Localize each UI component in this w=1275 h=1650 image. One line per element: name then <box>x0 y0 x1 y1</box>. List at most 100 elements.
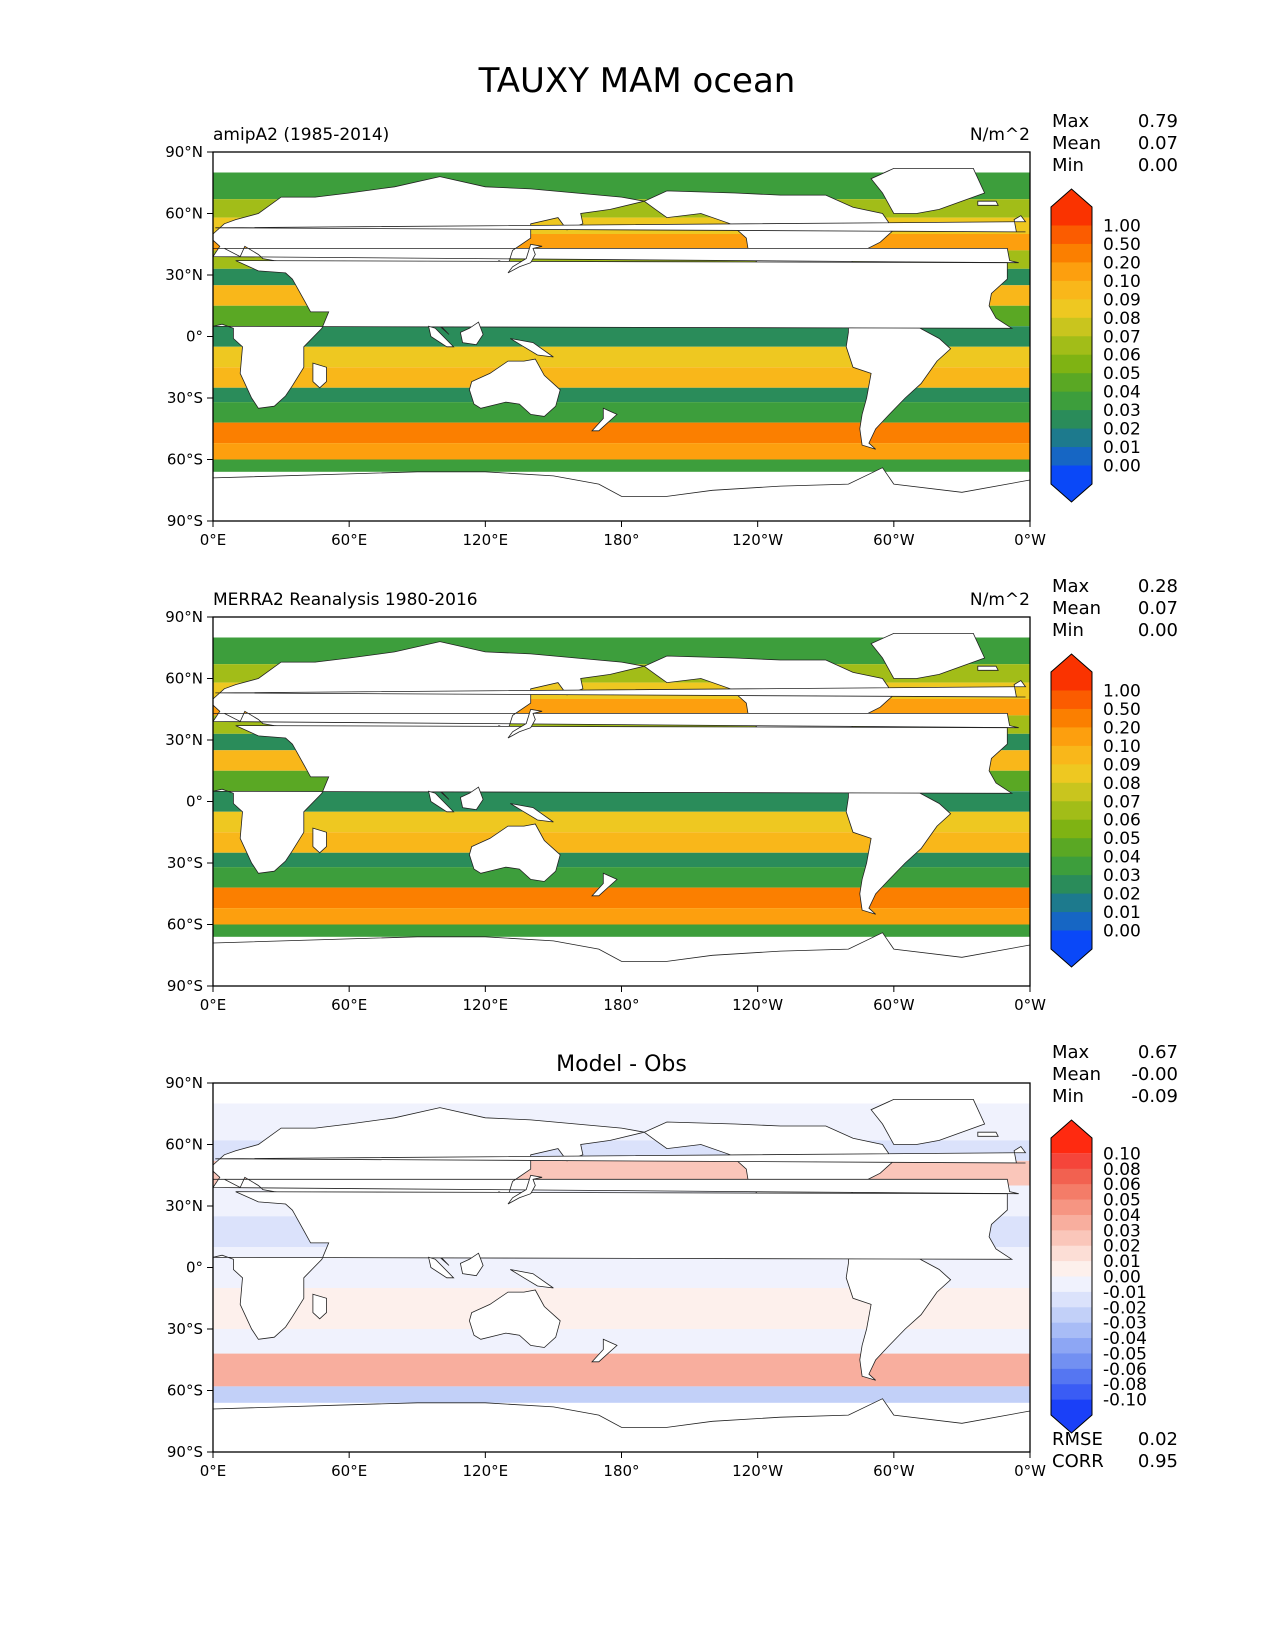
stat-label: Mean <box>1052 133 1101 154</box>
land-new-zealand <box>591 872 618 897</box>
land-madagascar <box>312 827 327 854</box>
land-uk <box>215 215 1027 233</box>
colorbar-swatch <box>1051 912 1092 932</box>
x-tick-label: 60°W <box>873 1462 915 1480</box>
colorbar-label: 0.02 <box>1103 885 1141 905</box>
field-band <box>213 811 1030 833</box>
stat-label: Min <box>1052 620 1084 641</box>
stat-label: Max <box>1052 576 1090 597</box>
field-band <box>213 832 1030 853</box>
x-tick-label: 0°E <box>200 996 227 1014</box>
field-band <box>213 346 1030 368</box>
colorbar-label: -0.04 <box>1103 1329 1147 1349</box>
colorbar-swatch <box>1051 856 1092 876</box>
stat-value: 0.00 <box>1138 155 1178 176</box>
y-tick-label: 0° <box>186 793 203 811</box>
field-band <box>213 387 1030 403</box>
land-madagascar <box>312 362 327 389</box>
colorbar-top-arrow <box>1051 189 1092 226</box>
colorbar-swatch <box>1051 727 1092 747</box>
stat-label: Max <box>1052 1042 1090 1063</box>
y-tick-label: 0° <box>186 1259 203 1277</box>
colorbar-swatch <box>1051 764 1092 784</box>
colorbar-swatch <box>1051 225 1092 245</box>
land-japan <box>507 708 543 739</box>
y-tick-label: 60°N <box>165 205 203 223</box>
colorbar-label: -0.06 <box>1103 1360 1147 1380</box>
colorbar-label: 0.01 <box>1103 1252 1141 1272</box>
colorbar-top-arrow <box>1051 654 1092 691</box>
colorbar: 1.000.500.200.100.090.080.070.060.050.04… <box>1050 188 1141 503</box>
land-new-zealand <box>591 407 618 432</box>
y-tick-label: 30°N <box>165 266 203 284</box>
colorbar-swatch <box>1051 1168 1092 1185</box>
colorbar-label: 0.03 <box>1103 1221 1141 1241</box>
colorbar-swatch <box>1051 336 1092 356</box>
y-tick-label: 60°S <box>167 1382 203 1400</box>
land-australia <box>468 1289 561 1348</box>
land-sumatra <box>428 325 455 348</box>
y-tick-label: 60°S <box>167 916 203 934</box>
x-tick-label: 180° <box>603 996 639 1014</box>
land-japan <box>507 243 543 274</box>
y-tick-label: 90°N <box>165 608 203 626</box>
colorbar-label: 0.06 <box>1103 811 1141 831</box>
colorbar-label: 0.10 <box>1103 272 1141 292</box>
land-greenland <box>870 168 986 214</box>
land-sumatra <box>428 1256 455 1279</box>
colorbar-label: 0.50 <box>1103 700 1141 720</box>
colorbar-swatch <box>1051 745 1092 765</box>
land-iceland <box>977 1131 999 1137</box>
colorbar-swatch <box>1051 428 1092 448</box>
y-tick-label: 30°N <box>165 731 203 749</box>
colorbar-label: -0.03 <box>1103 1314 1147 1334</box>
field-band <box>213 367 1030 388</box>
colorbar-label: 0.04 <box>1103 848 1141 868</box>
x-tick-label: 180° <box>603 1462 639 1480</box>
colorbar-swatch <box>1051 1230 1092 1247</box>
colorbar-label: -0.10 <box>1103 1391 1147 1411</box>
field-bands <box>213 168 1030 521</box>
colorbar-swatch <box>1051 354 1092 374</box>
colorbar-swatch <box>1051 1322 1092 1339</box>
colorbar-label: 0.08 <box>1103 774 1141 794</box>
colorbar-label: 0.06 <box>1103 346 1141 366</box>
colorbar-label: 0.10 <box>1103 737 1141 757</box>
x-tick-label: 60°E <box>331 996 367 1014</box>
colorbar-label: 0.50 <box>1103 235 1141 255</box>
colorbar-label: 0.04 <box>1103 383 1141 403</box>
field-bands <box>213 1099 1030 1452</box>
colorbar-label: 0.07 <box>1103 327 1141 347</box>
stat-label: Min <box>1052 155 1084 176</box>
colorbar-swatch <box>1051 1184 1092 1201</box>
field-band <box>213 422 1030 444</box>
field-band <box>213 1353 1030 1387</box>
x-tick-label: 120°W <box>732 1462 783 1480</box>
colorbar-swatch <box>1051 1338 1092 1354</box>
colorbar-label: -0.01 <box>1103 1283 1147 1303</box>
colorbar-label: 0.03 <box>1103 866 1141 886</box>
colorbar-label: 0.05 <box>1103 829 1141 849</box>
map-panel-2: 0°E 60°E 120°E 180° 120°W 60°W 0°W 90°N 60°N 30°N… <box>165 576 1178 1014</box>
x-tick-label: 120°E <box>463 1462 509 1480</box>
y-tick-label: 30°S <box>167 389 203 407</box>
y-tick-label: 90°S <box>167 1443 203 1461</box>
stat-label: Min <box>1052 1086 1084 1107</box>
land-uk <box>215 1145 1027 1164</box>
stat-value: 0.67 <box>1138 1042 1178 1063</box>
y-tick-label: 90°N <box>165 143 203 161</box>
colorbar-top-arrow <box>1051 1120 1092 1154</box>
colorbar-swatch <box>1051 1368 1092 1385</box>
stat-value: 0.07 <box>1138 133 1178 154</box>
colorbar-swatch <box>1051 1384 1092 1401</box>
colorbar-label: 0.00 <box>1103 922 1141 942</box>
field-band <box>213 443 1030 460</box>
colorbar-bottom-arrow <box>1051 930 1092 967</box>
colorbar-swatch <box>1051 838 1092 858</box>
y-tick-label: 60°S <box>167 451 203 469</box>
y-tick-label: 90°S <box>167 977 203 995</box>
colorbar-label: 1.00 <box>1103 216 1141 236</box>
land-new-guinea <box>510 338 554 358</box>
colorbar-swatch <box>1051 690 1092 710</box>
